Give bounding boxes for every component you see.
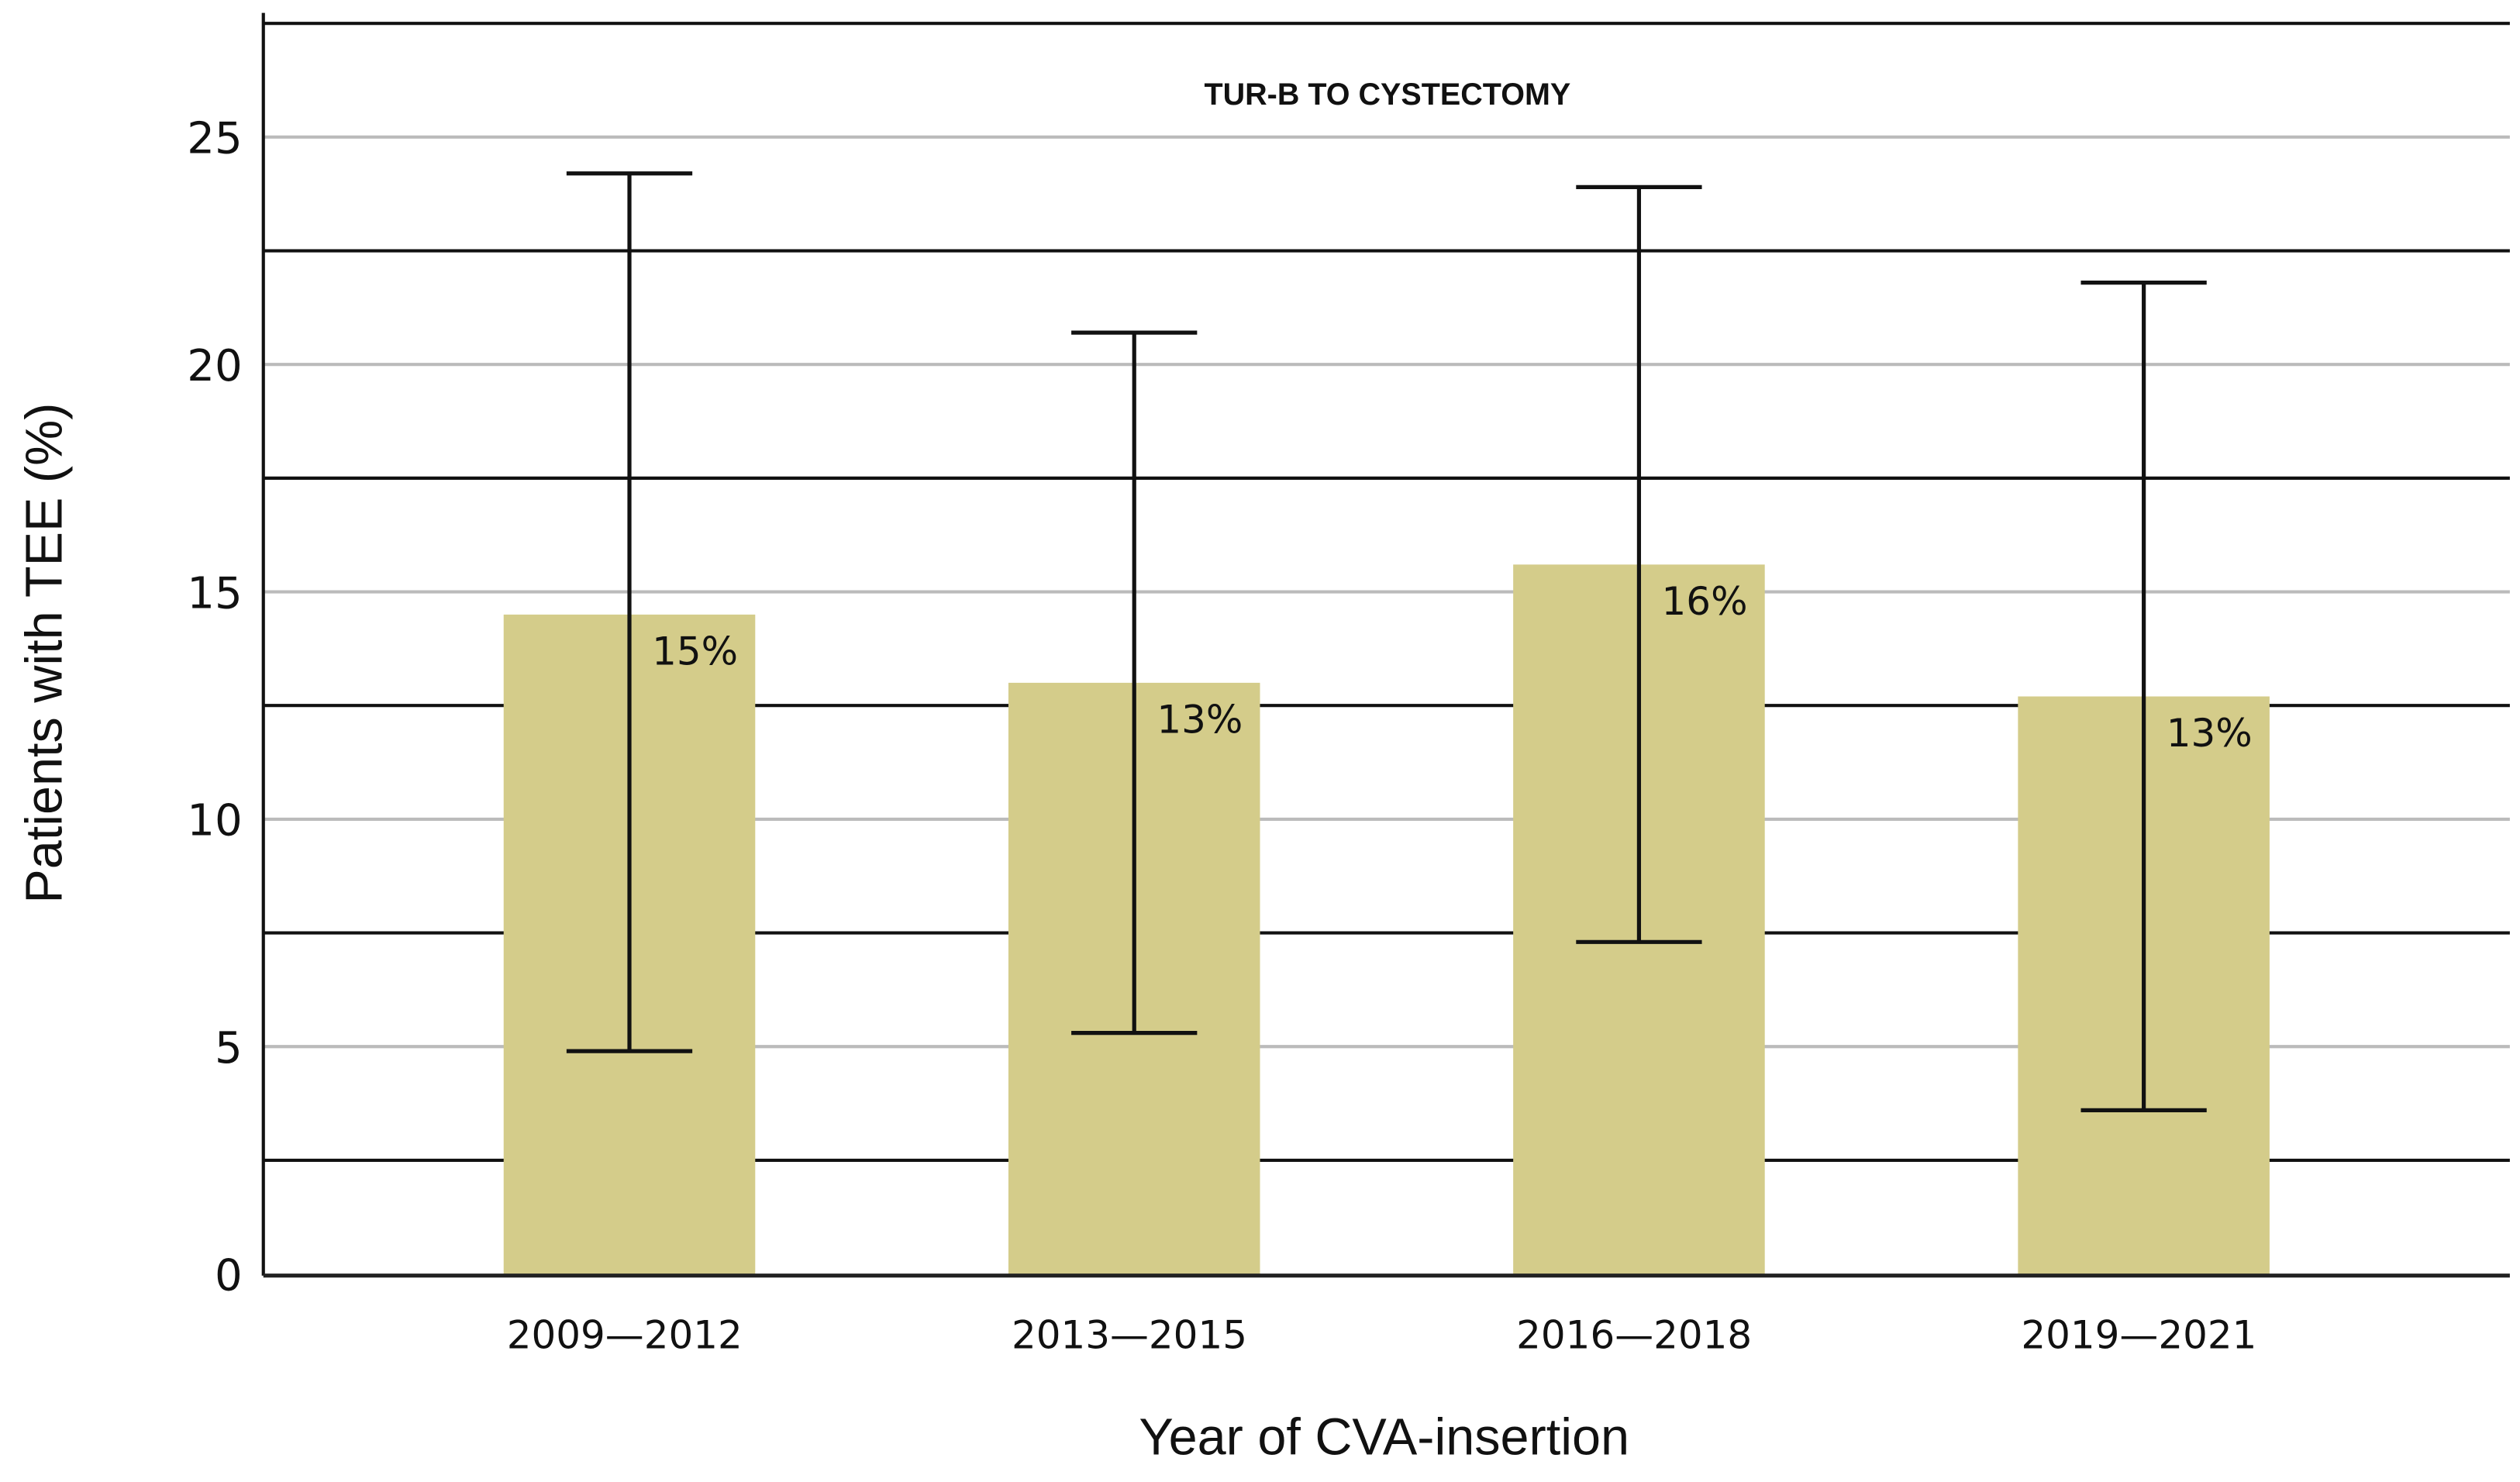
x-tick-label: 2013—2015 — [1012, 1312, 1247, 1357]
error-bars — [566, 171, 2207, 1112]
bars — [503, 564, 2270, 1274]
y-axis-label: Patients with TEE (%) — [16, 403, 74, 904]
data-label: 13% — [1157, 697, 1243, 742]
data-labels: 15% 13% 16% 13% — [652, 579, 2253, 756]
data-label: 13% — [2167, 711, 2253, 756]
y-tick-label: 10 — [187, 796, 242, 846]
data-label: 15% — [652, 629, 738, 674]
y-tick-label: 20 — [187, 341, 242, 391]
y-tick-label: 5 — [215, 1023, 243, 1074]
y-tick-label: 15 — [187, 568, 242, 619]
x-tick-label: 2019—2021 — [2021, 1312, 2256, 1357]
data-label: 16% — [1662, 579, 1748, 624]
x-tick-label: 2016—2018 — [1516, 1312, 1752, 1357]
x-axis-label: Year of CVA-insertion — [1139, 1409, 1629, 1466]
y-tick-label: 0 — [215, 1250, 243, 1301]
x-tick-labels: 2009—2012 2013—2015 2016—2018 2019—2021 — [507, 1312, 2257, 1357]
x-tick-label: 2009—2012 — [507, 1312, 743, 1357]
chart-title: TUR-B TO CYSTECTOMY — [1204, 78, 1570, 112]
y-tick-labels: 0 5 10 15 20 25 — [187, 114, 242, 1301]
y-tick-label: 25 — [187, 114, 242, 164]
